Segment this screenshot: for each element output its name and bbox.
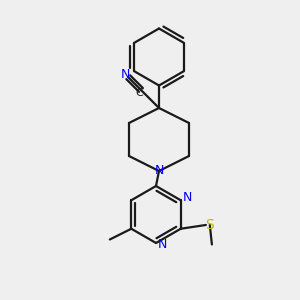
Text: C: C xyxy=(136,88,143,98)
Text: N: N xyxy=(121,68,130,81)
Text: S: S xyxy=(206,218,214,232)
Text: N: N xyxy=(183,191,192,204)
Text: N: N xyxy=(154,164,164,178)
Text: N: N xyxy=(158,238,168,251)
